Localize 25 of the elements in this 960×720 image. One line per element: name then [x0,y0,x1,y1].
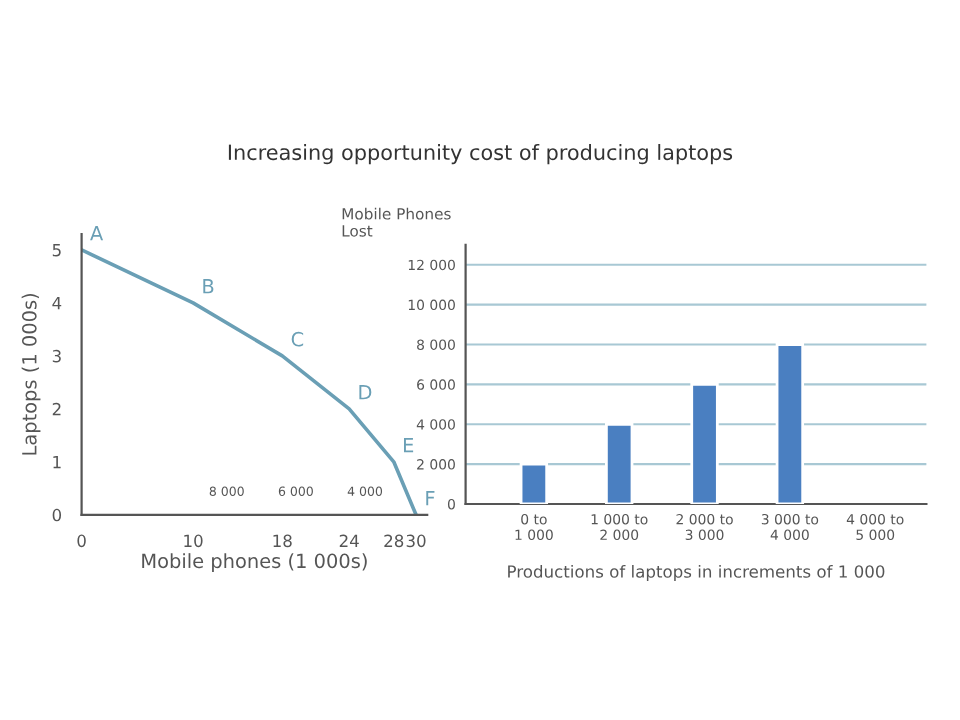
y-tick-label: 1 [53,456,61,469]
annotation: A [90,226,104,241]
y-tick-label: 3 [52,349,61,363]
text: Increasing opportunity cost of producing laptops [228,144,733,165]
annotation: F [426,491,435,506]
annotation: D [359,385,372,400]
y-tick-label: 2 [52,402,61,416]
x-tick-label: 24 [339,534,359,547]
bar [605,422,634,504]
y-tick-label: 4 [52,297,62,310]
annotation: C [291,331,304,347]
x-axis-title: Productions of laptops in increments of 1 000 [508,564,885,582]
x-tick-label: 0 [77,534,86,548]
x-tick-label: 28 [384,534,404,548]
annotation: E [404,438,414,453]
x-tick-label: 18 [273,534,292,548]
x-axis-title: Mobile phones (1 000s) [142,553,367,572]
bar [519,462,549,504]
x-tick-label: 10 [184,534,203,548]
y-tick-label: 5 [52,244,61,257]
y-axis-title: Laptops (1 000s) [21,293,41,455]
x-tick-label: 30 [406,534,426,548]
bar [775,343,805,504]
bar [690,382,719,504]
annotation: B [203,279,214,294]
